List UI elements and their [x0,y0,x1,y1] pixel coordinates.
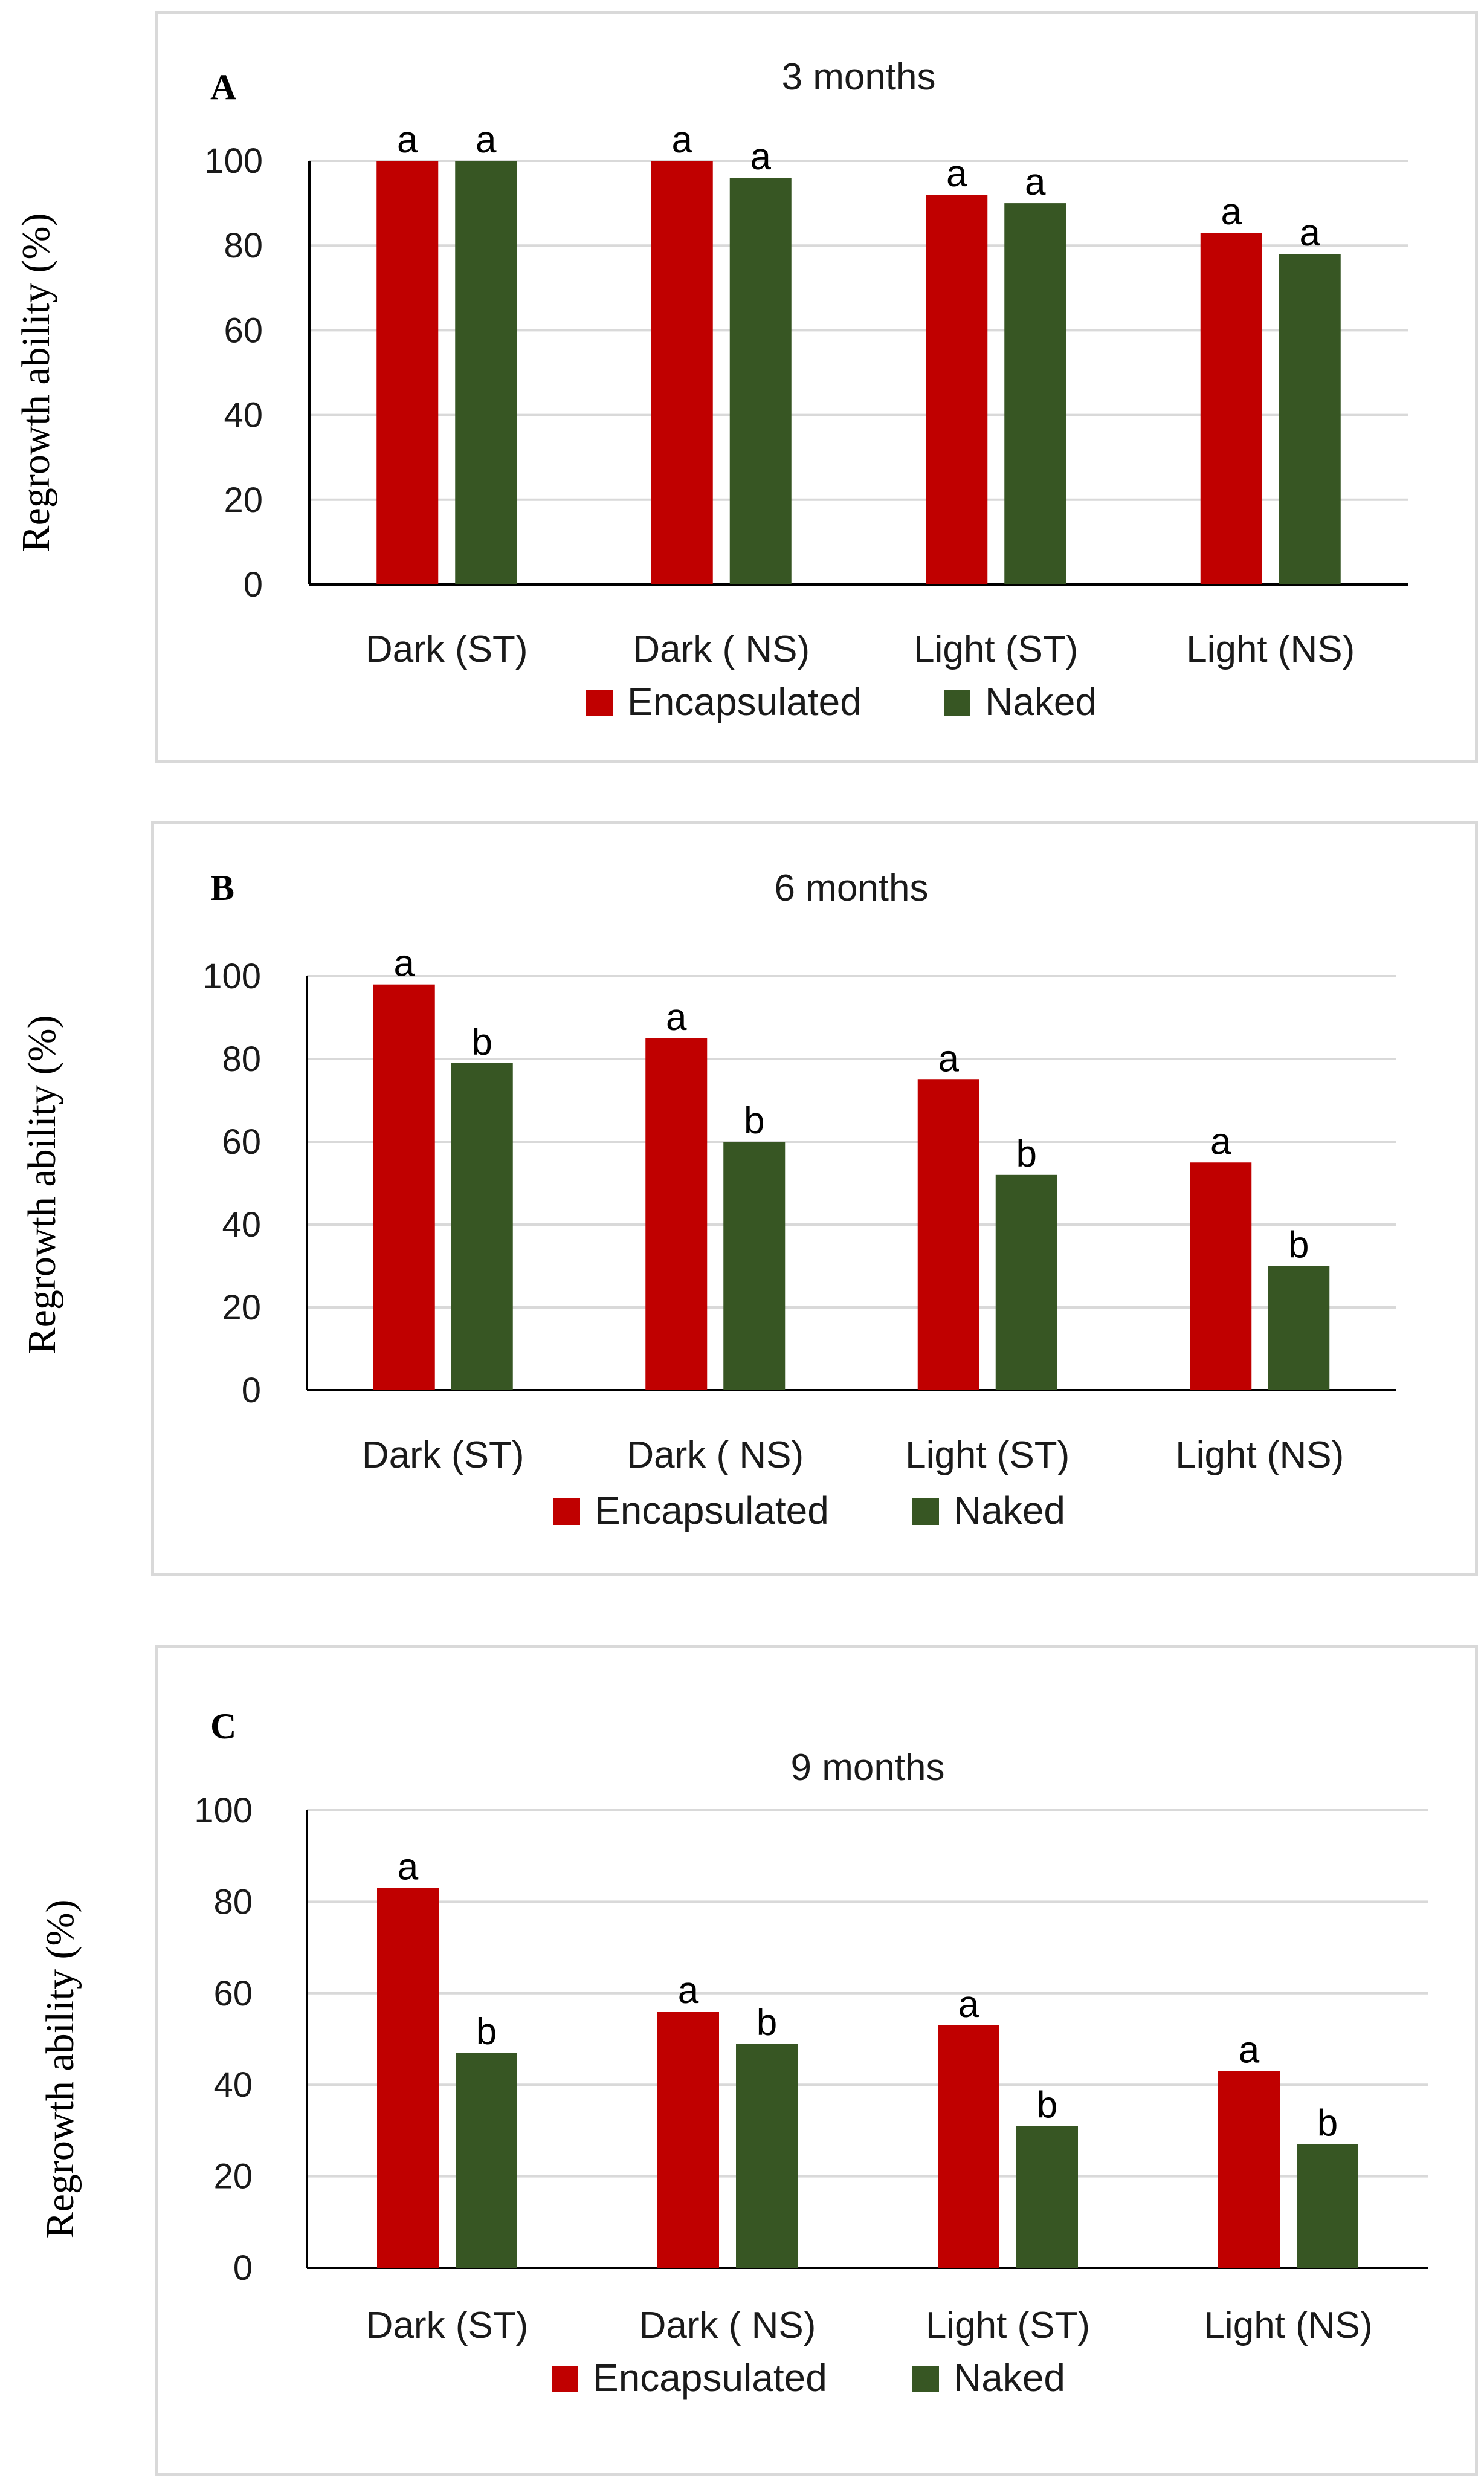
significance-letter: b [1016,1133,1037,1175]
legend-swatch-naked [912,2366,939,2392]
bar-naked [456,2053,517,2268]
legend-label: Naked [953,2356,1065,2400]
significance-letter: b [1317,2103,1338,2144]
bar-naked [995,1174,1057,1390]
y-tick-label: 60 [222,1122,261,1162]
legend-label: Naked [953,1489,1065,1532]
bar-naked [1279,254,1341,585]
legend-label: Encapsulated [627,680,862,723]
x-tick-label: Dark (ST) [362,1434,524,1476]
significance-letter: a [946,153,967,195]
panel-letter-b: B [210,868,235,908]
y-tick-label: 100 [194,1791,253,1830]
legend-label: Naked [985,680,1097,723]
bar-naked [729,178,792,584]
legend-label: Encapsulated [595,1489,829,1532]
panel-letter-c: C [210,1706,237,1746]
x-tick-label: Dark (ST) [366,629,528,670]
y-tick-label: 0 [242,1371,261,1410]
significance-letter: a [958,1984,979,2025]
bar-naked [1016,2126,1078,2268]
significance-letter: a [397,119,418,161]
y-tick-label: 20 [224,481,263,520]
significance-letter: b [472,1021,492,1063]
bar-encapsulated [651,161,713,584]
bar-encapsulated [1200,233,1262,584]
legend-label: Encapsulated [593,2356,827,2400]
significance-letter: a [750,136,772,178]
y-tick-label: 60 [224,311,263,350]
bar-naked [1268,1266,1330,1390]
significance-letter: a [672,119,693,161]
bar-encapsulated [376,161,439,584]
significance-letter: a [476,119,497,161]
x-tick-label: Dark ( NS) [627,1434,804,1476]
y-tick-label: 100 [202,957,261,996]
bar-naked [723,1142,786,1390]
y-tick-label: 40 [224,396,263,435]
significance-letter: b [1037,2084,1057,2126]
y-tick-label: 40 [213,2065,253,2105]
significance-letter: a [1210,1121,1231,1162]
x-tick-label: Dark (ST) [366,2305,529,2346]
x-tick-label: Dark ( NS) [639,2305,816,2346]
chart-title: 3 months [781,56,935,98]
significance-letter: a [1025,161,1046,203]
x-tick-label: Light (ST) [905,1434,1069,1476]
significance-letter: a [398,1847,419,1888]
bar-encapsulated [926,195,988,585]
significance-letter: b [757,2002,777,2044]
y-tick-label: 40 [222,1205,261,1244]
significance-letter: a [666,997,687,1038]
chart-panel-b [151,821,1478,1576]
bar-encapsulated [373,984,435,1390]
x-tick-label: Light (ST) [914,629,1078,670]
bar-naked [451,1063,513,1390]
significance-letter: b [744,1100,764,1142]
chart-title: 9 months [790,1747,944,1788]
bar-naked [736,2044,798,2268]
bar-encapsulated [1218,2071,1280,2268]
bar-encapsulated [1190,1162,1252,1390]
significance-letter: b [476,2011,497,2053]
y-tick-label: 80 [224,226,263,265]
x-tick-label: Light (NS) [1175,1434,1344,1476]
x-tick-label: Dark ( NS) [633,629,810,670]
bar-encapsulated [917,1079,979,1390]
y-tick-label: 60 [213,1974,253,2013]
bar-encapsulated [938,2025,999,2268]
significance-letter: a [1300,212,1321,254]
chart-panel-c [155,1645,1478,2476]
y-tick-label: 20 [222,1288,261,1327]
y-tick-label: 20 [213,2157,253,2196]
y-tick-label: 100 [204,141,263,181]
x-tick-label: Light (NS) [1204,2305,1372,2346]
chart-title: 6 months [774,867,928,909]
significance-letter: a [1221,191,1242,233]
significance-letter: a [1239,2029,1260,2071]
significance-letter: b [1288,1225,1309,1266]
y-tick-label: 80 [213,1882,253,1921]
bar-encapsulated [657,2012,719,2268]
x-tick-label: Light (NS) [1186,629,1355,670]
y-tick-label: 0 [233,2248,253,2288]
bar-naked [455,161,517,584]
bar-naked [1297,2144,1358,2268]
x-tick-label: Light (ST) [926,2305,1090,2346]
legend-swatch-naked [944,690,970,716]
significance-letter: a [678,1970,699,2012]
panel-letter-a: A [210,67,237,107]
legend-swatch-encapsulated [553,1498,580,1525]
legend-swatch-encapsulated [552,2366,578,2392]
bar-naked [1004,203,1066,585]
legend-swatch-encapsulated [586,690,613,716]
bar-encapsulated [645,1038,708,1390]
bar-encapsulated [377,1888,439,2268]
legend-swatch-naked [912,1498,939,1525]
significance-letter: a [394,943,415,985]
significance-letter: a [938,1038,960,1079]
y-tick-label: 0 [244,565,263,604]
y-tick-label: 80 [222,1040,261,1079]
